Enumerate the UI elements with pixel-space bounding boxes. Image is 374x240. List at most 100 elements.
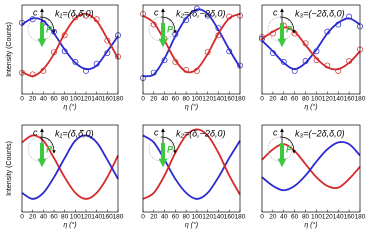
- data-point: [72, 59, 79, 65]
- plot-frame: [142, 4, 241, 95]
- panel: 0 20 40 60 80 100 120 140 160 180 η (°) Intensity (…: [6, 4, 124, 111]
- y-axis-label: Intensity (Counts): [6, 141, 13, 196]
- curve: [21, 134, 119, 200]
- plot-frame: [21, 4, 119, 95]
- x-tick-label: 0: [20, 214, 24, 221]
- curved-arrow: [160, 16, 177, 34]
- p-label: P: [167, 144, 174, 154]
- c-label: c: [33, 7, 38, 17]
- x-tick-label: 80: [302, 96, 310, 103]
- x-tick-label: 120: [81, 96, 92, 103]
- x-tick-label: 160: [344, 96, 355, 103]
- curve: [21, 17, 119, 71]
- x-tick-label: 0: [260, 96, 264, 103]
- x-axis-label: η (°): [63, 221, 76, 229]
- curved-arrow: [39, 136, 56, 154]
- c-label: c: [154, 7, 159, 17]
- x-tick-label: 180: [355, 96, 366, 103]
- curve: [261, 17, 361, 70]
- p-label: P: [167, 24, 174, 34]
- x-tick-label: 0: [141, 214, 145, 221]
- x-tick-label: 20: [269, 214, 277, 221]
- k-label: k₂=(δ,−2δ,0): [176, 128, 225, 138]
- x-tick-label: 40: [40, 214, 48, 221]
- p-label: P: [46, 24, 53, 34]
- x-tick-label: 100: [191, 214, 202, 221]
- curve: [21, 12, 119, 78]
- x-tick-label: 140: [91, 96, 102, 103]
- x-tick-label: 140: [213, 96, 224, 103]
- x-tick-label: 160: [344, 214, 355, 221]
- curve: [261, 141, 361, 192]
- x-tick-label: 60: [291, 214, 299, 221]
- plot-frame: [21, 124, 119, 213]
- x-tick-label: 40: [161, 214, 169, 221]
- x-tick-label: 60: [291, 96, 299, 103]
- x-tick-label: 20: [29, 96, 37, 103]
- x-tick-label: 180: [235, 96, 246, 103]
- x-tick-label: 120: [81, 214, 92, 221]
- data-point: [280, 59, 287, 65]
- x-axis-label: η (°): [304, 221, 317, 229]
- x-tick-label: 80: [302, 214, 310, 221]
- curve: [261, 26, 361, 71]
- x-tick-label: 120: [322, 96, 333, 103]
- x-tick-label: 160: [102, 96, 113, 103]
- x-axis-label: η (°): [185, 103, 198, 111]
- x-tick-label: 140: [333, 214, 344, 221]
- curve: [142, 8, 241, 78]
- x-tick-label: 60: [172, 96, 180, 103]
- x-axis-label: η (°): [304, 103, 317, 111]
- curve: [142, 128, 241, 200]
- x-tick-label: 180: [113, 96, 124, 103]
- x-tick-label: 100: [191, 96, 202, 103]
- panel: 0 20 40 60 80 100 120 140 160 180 η (°) cPk₃=(−2δ,δ…: [260, 124, 366, 229]
- k-label: k₁=(δ,δ̄,0): [55, 128, 94, 138]
- x-tick-label: 80: [61, 214, 69, 221]
- x-tick-label: 60: [172, 214, 180, 221]
- plot-frame: [142, 124, 241, 213]
- curved-arrow: [160, 136, 177, 154]
- x-tick-label: 100: [70, 96, 81, 103]
- x-tick-label: 60: [50, 96, 58, 103]
- x-tick-label: 180: [355, 214, 366, 221]
- x-tick-label: 120: [322, 214, 333, 221]
- k-label: k₃=(−2δ,δ,0): [295, 128, 345, 138]
- x-tick-label: 100: [70, 214, 81, 221]
- x-tick-label: 80: [182, 96, 190, 103]
- p-label: P: [286, 24, 293, 34]
- x-tick-label: 80: [182, 214, 190, 221]
- x-tick-label: 120: [202, 214, 213, 221]
- curved-arrow: [279, 136, 296, 154]
- x-tick-label: 180: [235, 214, 246, 221]
- curve: [142, 13, 241, 74]
- curve: [21, 134, 119, 200]
- x-tick-label: 20: [150, 214, 158, 221]
- c-label: c: [273, 7, 278, 17]
- x-tick-label: 140: [333, 96, 344, 103]
- x-axis-label: η (°): [63, 103, 76, 111]
- x-tick-label: 100: [311, 214, 322, 221]
- curved-arrow: [279, 16, 296, 34]
- panel: 0 20 40 60 80 100 120 140 160 180 η (°) cPk₂=(δ,−2δ…: [141, 124, 246, 229]
- c-label: c: [273, 127, 278, 137]
- y-axis-label: Intensity (Counts): [6, 22, 13, 77]
- x-tick-label: 140: [213, 214, 224, 221]
- k-label: k₁=(δ,δ̄,0): [55, 8, 94, 18]
- curve: [261, 143, 361, 190]
- curve: [142, 134, 241, 200]
- x-tick-label: 160: [102, 214, 113, 221]
- x-tick-label: 160: [224, 96, 235, 103]
- data-point: [72, 14, 79, 21]
- x-tick-label: 100: [311, 96, 322, 103]
- x-tick-label: 40: [161, 96, 169, 103]
- x-tick-label: 180: [113, 214, 124, 221]
- p-label: P: [286, 144, 293, 154]
- x-tick-label: 0: [20, 96, 24, 103]
- p-label: P: [46, 144, 53, 154]
- x-tick-label: 160: [224, 214, 235, 221]
- x-axis-label: η (°): [185, 221, 198, 229]
- x-tick-label: 140: [91, 214, 102, 221]
- x-tick-label: 0: [260, 214, 264, 221]
